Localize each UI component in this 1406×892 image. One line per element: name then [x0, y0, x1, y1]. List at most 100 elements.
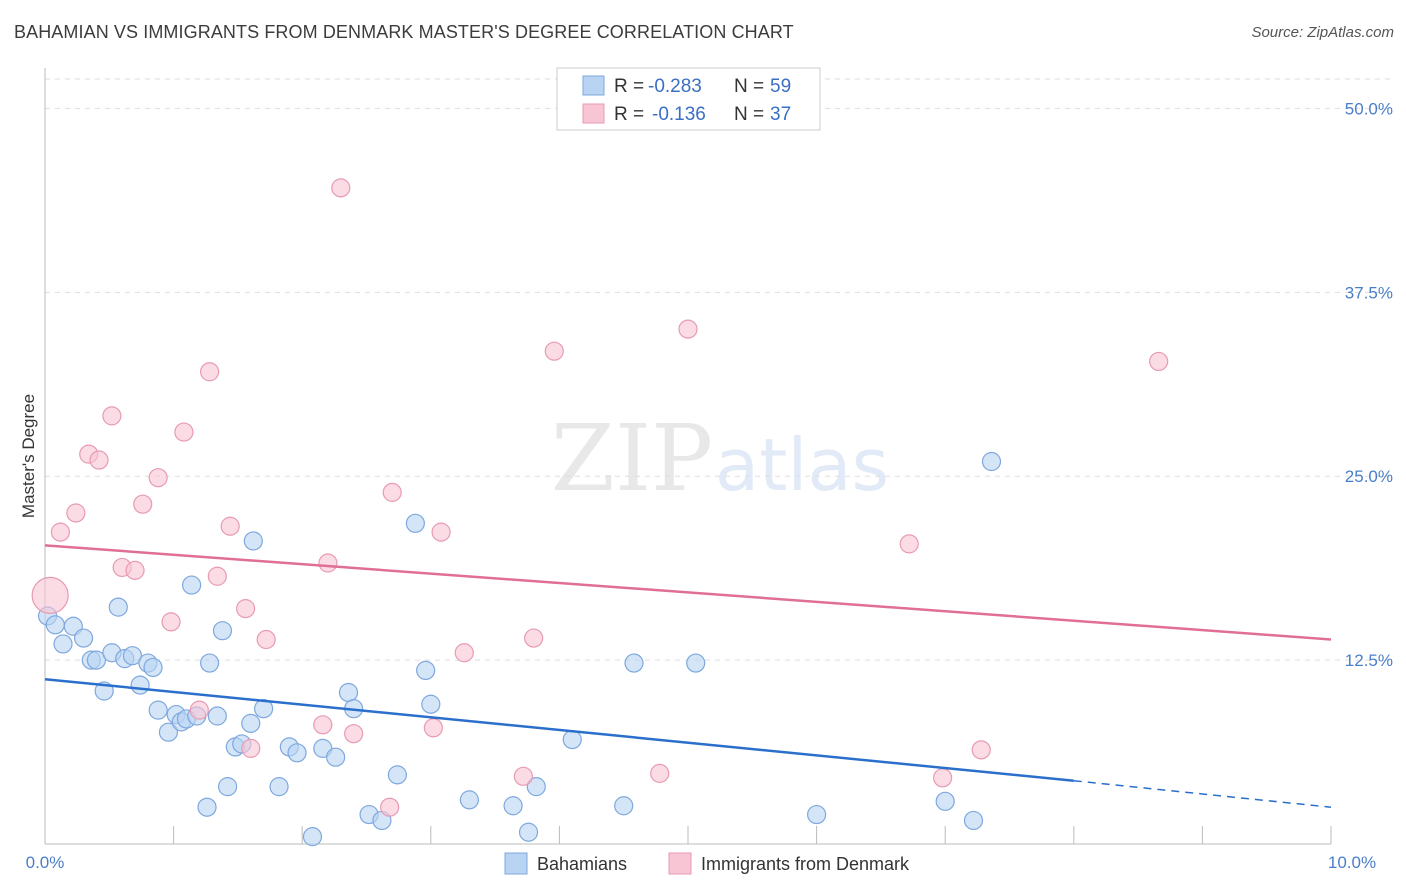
legend-swatch-bahamians — [504, 852, 528, 875]
legend-label-immigrants: Immigrants from Denmark — [701, 854, 910, 874]
data-point — [148, 468, 168, 488]
legend-swatch-immigrants — [668, 852, 692, 875]
y-tick-label: 12.5% — [1345, 651, 1393, 670]
data-point — [526, 777, 546, 797]
data-point — [933, 768, 953, 788]
data-point — [182, 575, 202, 595]
data-point — [503, 796, 523, 816]
legend-swatch-blue — [582, 75, 605, 96]
data-point — [108, 597, 128, 617]
data-point — [544, 341, 564, 361]
series-immigrants-denmark — [31, 178, 1169, 817]
source-credit: Source: ZipAtlas.com — [1251, 24, 1394, 41]
data-point — [161, 612, 181, 632]
data-point — [207, 706, 227, 726]
data-point — [387, 765, 407, 785]
data-point — [122, 646, 143, 666]
data-point — [256, 629, 276, 650]
data-point — [241, 713, 261, 733]
data-point — [614, 796, 634, 816]
data-point — [524, 628, 544, 648]
data-point — [125, 560, 145, 580]
data-point — [45, 615, 65, 635]
data-point — [421, 694, 441, 714]
trend-lines — [44, 544, 1332, 808]
watermark-atlas: atlas — [715, 423, 889, 507]
data-point — [678, 319, 698, 339]
series-legend: Bahamians Immigrants from Denmark — [504, 852, 910, 875]
data-point — [241, 738, 261, 758]
watermark-zip: ZIP — [551, 405, 713, 512]
data-point — [133, 494, 153, 514]
data-point — [513, 766, 533, 786]
legend-n-value-pink: 37 — [770, 104, 791, 125]
data-point — [158, 722, 179, 742]
trend-line-immigrants — [44, 544, 1332, 641]
data-point — [318, 553, 338, 573]
legend-r-label-pink: R = — [614, 104, 644, 125]
grid-lines — [45, 78, 1392, 661]
legend-n-label-blue: N = — [734, 76, 764, 97]
legend-n-value-blue: 59 — [770, 76, 791, 97]
data-point — [130, 675, 150, 695]
data-point — [431, 522, 451, 542]
correlation-legend: R = -0.283 N = 59 R = -0.136 N = 37 — [556, 67, 821, 131]
data-point — [89, 450, 109, 470]
data-point — [218, 777, 238, 797]
data-point — [382, 482, 402, 502]
data-point — [416, 660, 436, 681]
data-point — [86, 650, 107, 670]
data-point — [197, 797, 217, 817]
legend-label-bahamians: Bahamians — [537, 854, 627, 874]
data-point — [287, 743, 307, 763]
y-tick-label: 25.0% — [1345, 467, 1393, 486]
data-point — [380, 797, 400, 817]
x-tick-label-min: 0.0% — [26, 853, 65, 872]
data-point — [1149, 351, 1169, 372]
data-point — [236, 599, 256, 619]
y-tick-labels: 12.5% 25.0% 37.5% 50.0% — [1345, 99, 1393, 670]
data-point — [686, 653, 706, 673]
data-point — [344, 724, 364, 744]
data-point — [326, 747, 346, 767]
data-point — [806, 804, 827, 825]
trend-line-bahamians — [44, 677, 1074, 782]
data-point — [189, 700, 209, 720]
data-point — [459, 790, 479, 810]
data-point — [971, 740, 991, 760]
data-point — [650, 763, 670, 783]
y-tick-label: 50.0% — [1345, 99, 1393, 118]
legend-r-value-blue: -0.283 — [648, 76, 702, 97]
x-axis-ticks — [44, 826, 1332, 844]
data-point — [518, 822, 539, 842]
data-point — [302, 827, 323, 847]
data-point — [269, 777, 289, 797]
watermark: ZIP atlas — [551, 405, 889, 512]
data-point — [174, 422, 194, 442]
legend-r-label-blue: R = — [614, 76, 644, 97]
data-point — [338, 682, 359, 703]
data-point — [313, 715, 333, 735]
y-axis-label: Master's Degree — [19, 394, 38, 518]
data-point — [53, 634, 73, 654]
data-point — [899, 534, 919, 554]
legend-swatch-pink — [582, 103, 605, 124]
series-bahamians — [37, 451, 1002, 847]
data-point — [66, 503, 86, 523]
data-point — [243, 531, 263, 551]
x-tick-label-max: 10.0% — [1328, 853, 1376, 872]
data-point — [200, 653, 220, 673]
data-point — [624, 653, 644, 673]
legend-n-label-pink: N = — [734, 104, 764, 125]
chart-title: BAHAMIAN VS IMMIGRANTS FROM DENMARK MAST… — [14, 22, 794, 42]
data-point — [207, 566, 227, 586]
data-point — [423, 718, 443, 738]
data-point — [148, 700, 168, 720]
data-point — [50, 522, 71, 542]
data-point — [562, 729, 582, 750]
data-point — [405, 513, 425, 533]
data-point — [963, 810, 984, 831]
data-point — [454, 643, 474, 663]
data-point — [331, 178, 351, 198]
